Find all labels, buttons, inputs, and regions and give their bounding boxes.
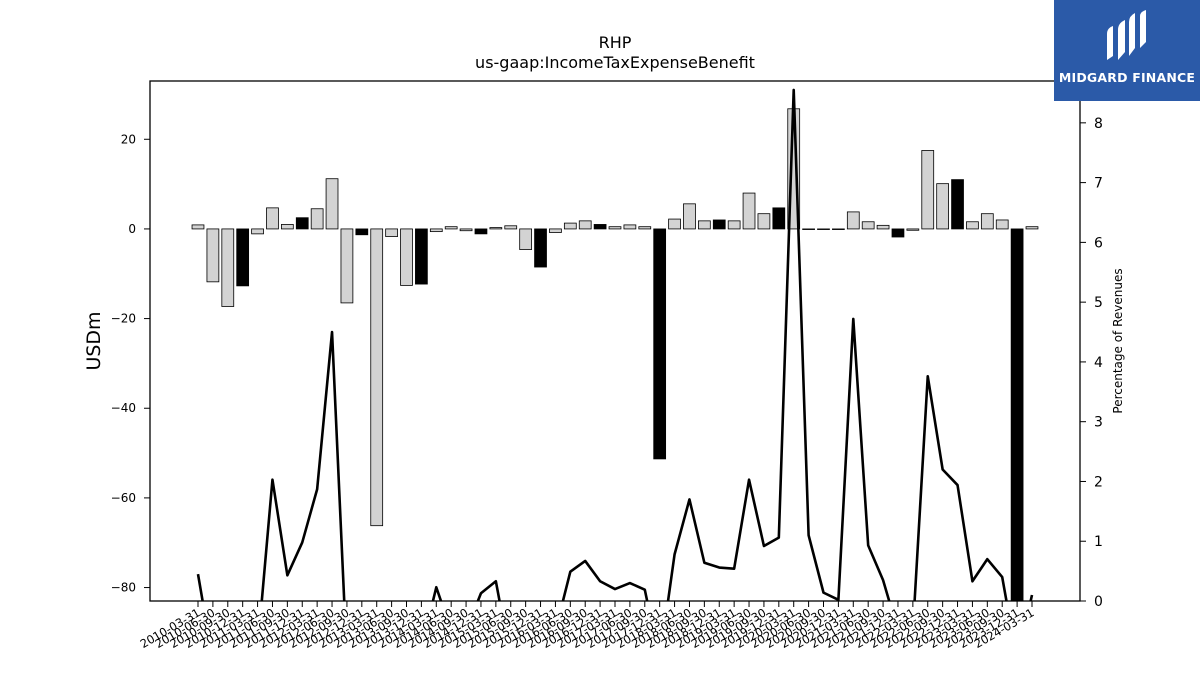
bar <box>534 228 547 268</box>
bar <box>951 179 964 230</box>
y2-tick-label: 3 <box>1094 415 1103 431</box>
bar <box>832 228 845 230</box>
bar <box>742 192 756 230</box>
bar <box>683 203 696 230</box>
bar <box>295 217 309 230</box>
bar <box>355 228 369 236</box>
bar <box>638 226 652 230</box>
bar <box>340 228 354 304</box>
y2-tick-label: 6 <box>1094 235 1103 251</box>
bar <box>817 228 830 230</box>
bar <box>698 220 711 230</box>
bar <box>563 222 577 230</box>
bar <box>221 228 235 307</box>
bar <box>385 228 398 237</box>
bar <box>504 225 518 230</box>
y-tick-label: −40 <box>111 401 136 415</box>
y-tick-label: 0 <box>128 222 136 236</box>
bar <box>608 226 622 230</box>
revenue-percentage-line <box>196 88 1034 601</box>
bar <box>653 228 667 460</box>
bar <box>921 150 935 230</box>
y2-tick-label: 5 <box>1094 295 1103 311</box>
bar <box>712 219 726 230</box>
plot-frame <box>149 80 1081 602</box>
bar <box>757 213 771 230</box>
bar <box>251 228 264 235</box>
bar <box>906 228 920 231</box>
midgard-logo: MIDGARD FINANCE <box>1054 0 1200 101</box>
y-tick-label: −80 <box>111 581 136 595</box>
chart-title: RHP <box>599 33 632 52</box>
bar <box>474 228 488 235</box>
bar <box>236 228 250 287</box>
bar <box>444 226 458 230</box>
y2-axis-label: Percentage of Revenues <box>1111 268 1125 413</box>
bar <box>549 228 562 233</box>
bar <box>802 228 815 230</box>
bar <box>846 211 860 230</box>
bar <box>593 224 607 230</box>
bar <box>891 228 905 238</box>
y-axis-label: USDm <box>83 311 105 370</box>
bar <box>936 183 950 230</box>
bar <box>191 224 205 230</box>
y-tick-label: −60 <box>111 491 136 505</box>
bar <box>310 208 324 230</box>
bar <box>415 228 428 285</box>
bar <box>966 221 979 230</box>
bar <box>578 220 592 230</box>
y-tick-label: 20 <box>121 132 136 146</box>
bar <box>623 224 637 230</box>
bar <box>668 218 681 230</box>
bar <box>429 228 443 233</box>
bar <box>325 178 339 230</box>
midgard-logo-icon <box>1107 10 1146 60</box>
logo-text: MIDGARD FINANCE <box>1058 70 1196 85</box>
bar <box>1025 226 1039 230</box>
y2-tick-label: 8 <box>1094 116 1103 132</box>
bar <box>876 224 890 230</box>
bar <box>1010 228 1024 601</box>
bar <box>980 213 994 230</box>
bar <box>772 207 786 230</box>
bar <box>280 224 294 230</box>
bar <box>266 207 279 230</box>
y2-tick-label: 0 <box>1094 594 1103 610</box>
bar <box>459 228 473 232</box>
bar <box>206 228 220 283</box>
bar <box>489 227 503 230</box>
bar <box>370 228 384 527</box>
bar <box>727 220 741 230</box>
y2-tick-label: 1 <box>1094 534 1103 550</box>
y2-tick-label: 2 <box>1094 474 1103 490</box>
bar <box>519 228 533 250</box>
bar <box>861 221 875 230</box>
bar <box>400 228 413 286</box>
bar <box>995 219 1009 230</box>
y2-tick-label: 7 <box>1094 176 1103 192</box>
chart-subtitle: us-gaap:IncomeTaxExpenseBenefit <box>475 53 755 72</box>
y2-tick-label: 4 <box>1094 355 1103 371</box>
y-tick-label: −20 <box>111 312 136 326</box>
